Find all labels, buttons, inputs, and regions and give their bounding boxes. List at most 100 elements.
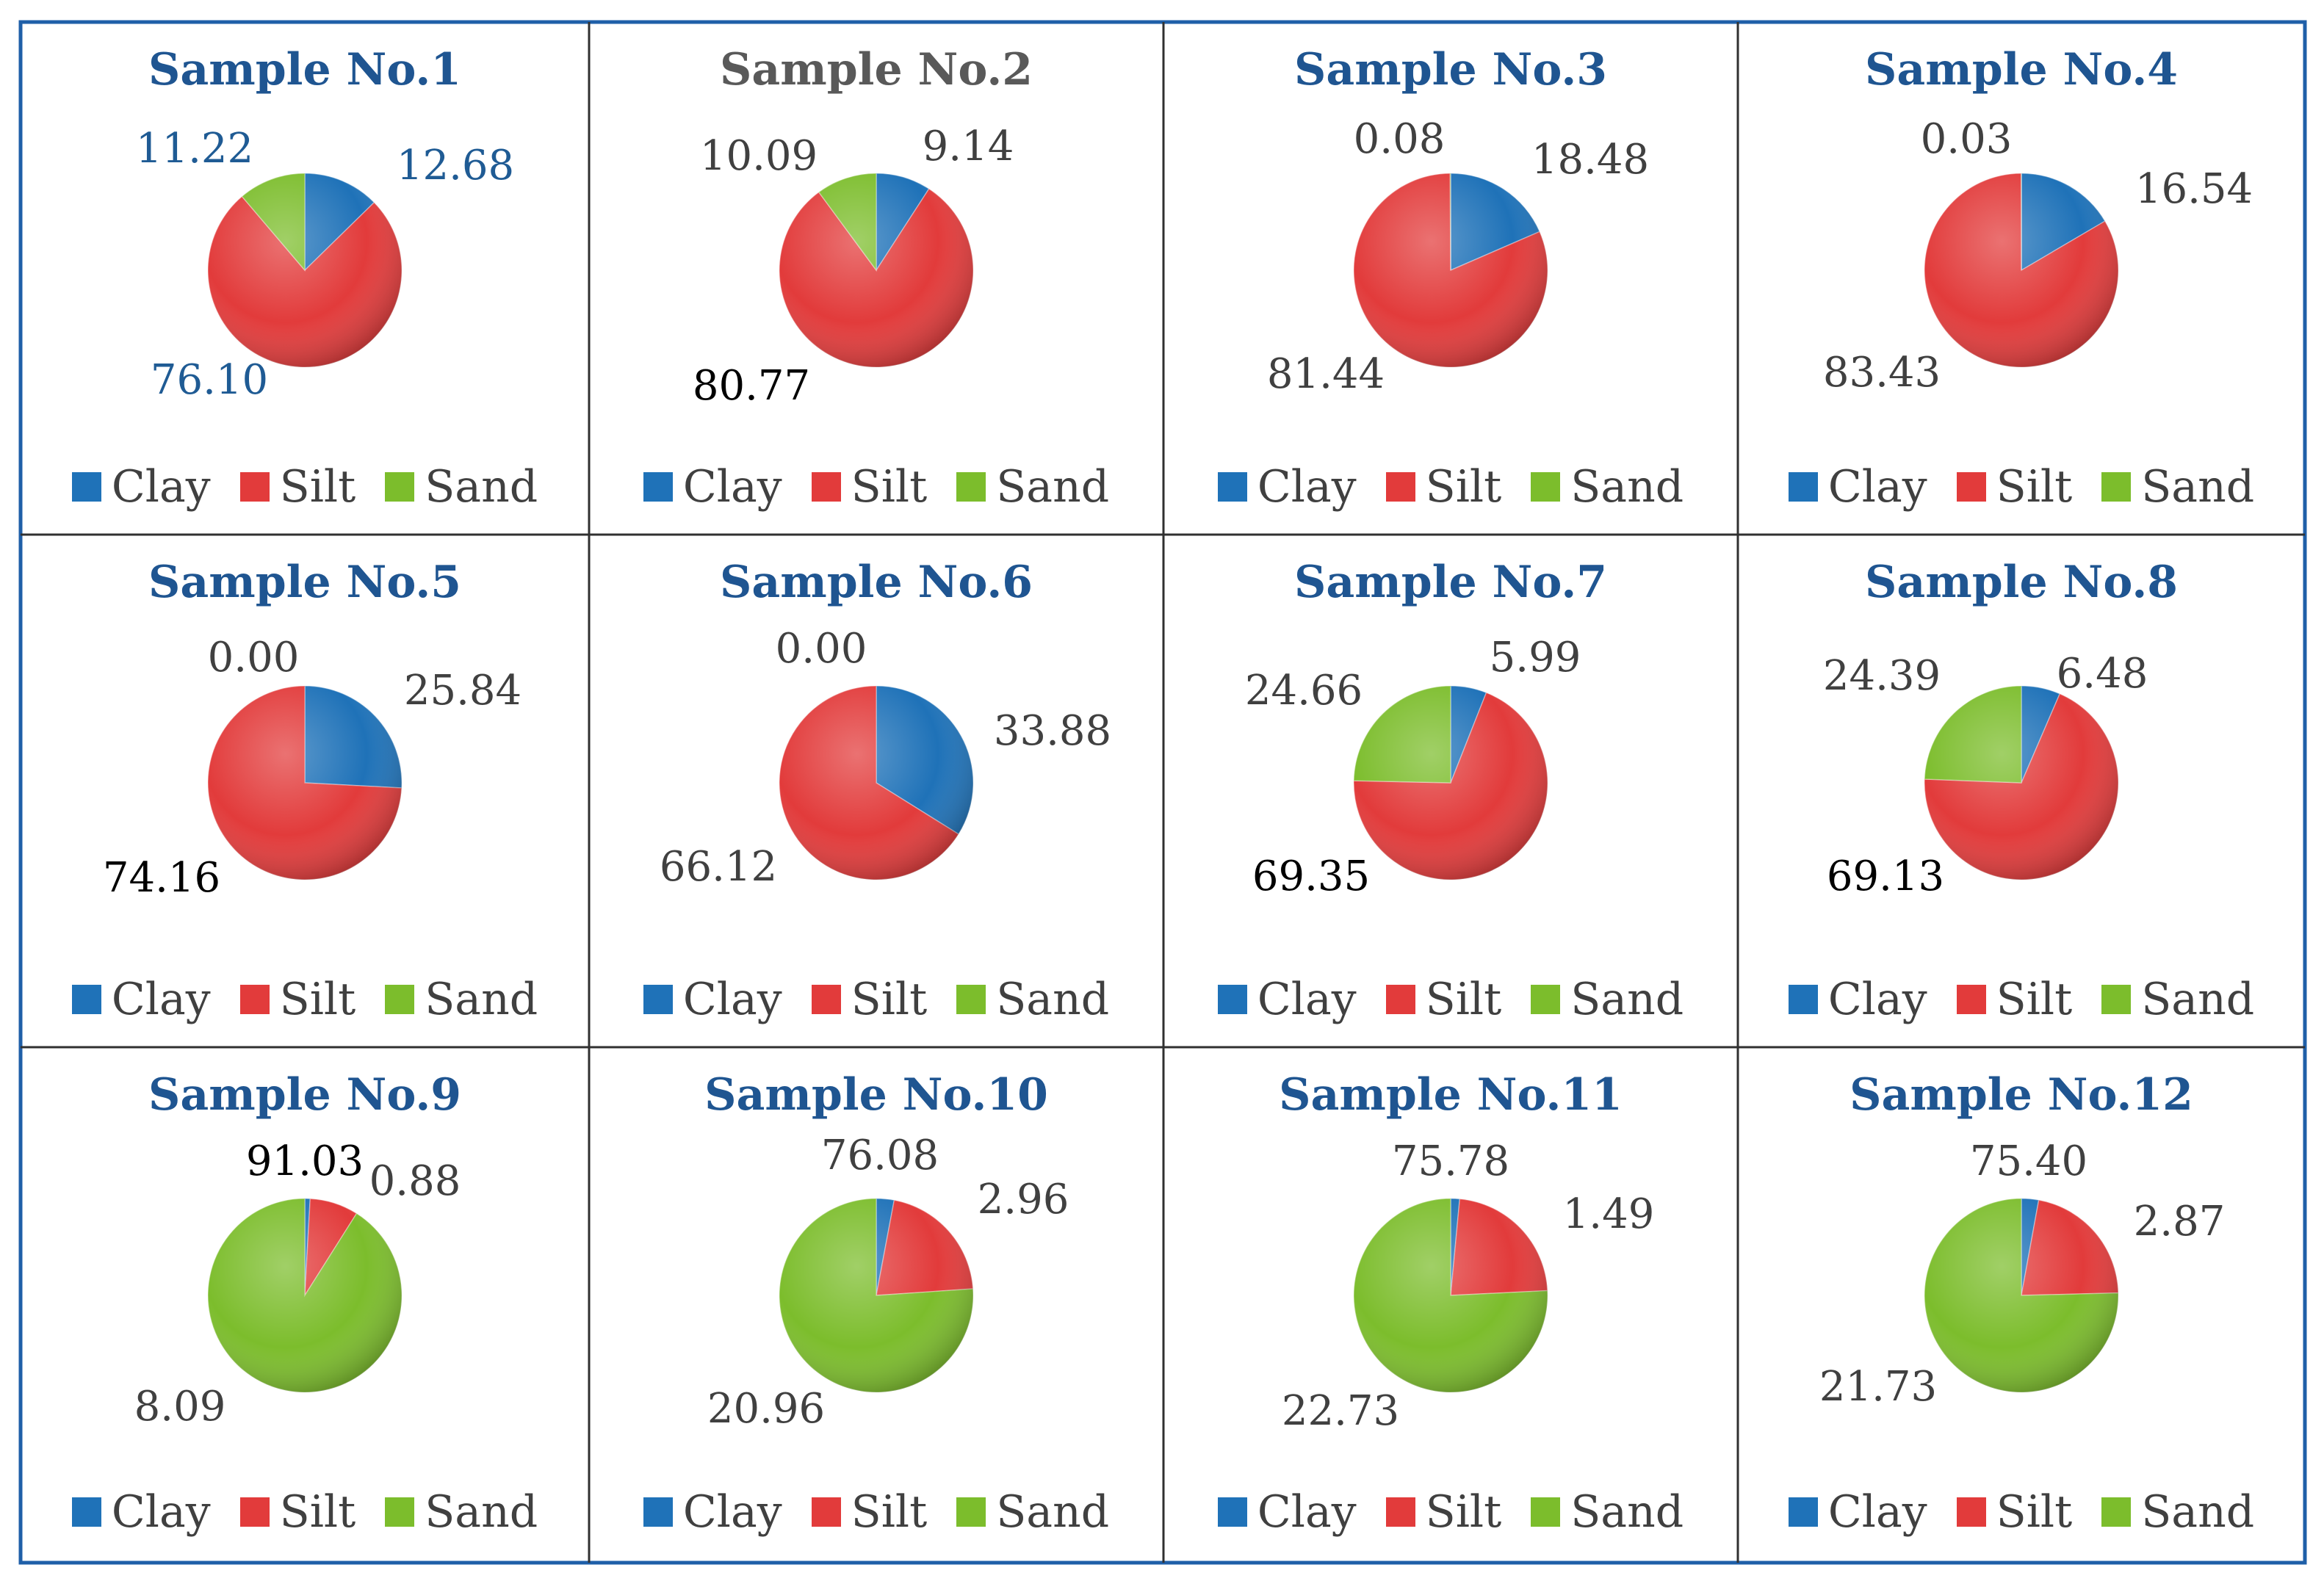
legend-label: Silt xyxy=(851,974,928,1025)
legend-label: Sand xyxy=(1570,461,1684,513)
data-label-sand: 11.22 xyxy=(135,125,254,173)
legend-swatch xyxy=(1956,1497,1986,1527)
legend-item-sand: Sand xyxy=(1531,461,1684,513)
legend-label: Silt xyxy=(279,974,356,1025)
chart-title: Sample No.7 xyxy=(1294,557,1607,608)
legend-item-silt: Silt xyxy=(1956,1486,2072,1538)
chart-legend: Clay Silt Sand xyxy=(21,1486,589,1538)
pie-shading xyxy=(1354,686,1548,880)
legend-label: Clay xyxy=(111,461,211,513)
data-label-clay: 33.88 xyxy=(993,707,1112,755)
chart-title: Sample No.9 xyxy=(148,1069,461,1121)
legend-swatch xyxy=(956,1497,986,1527)
legend-label: Silt xyxy=(851,1486,928,1538)
legend-item-clay: Clay xyxy=(1217,974,1357,1025)
legend-swatch xyxy=(1385,472,1415,502)
data-label-sand: 91.03 xyxy=(245,1138,364,1185)
legend-swatch xyxy=(71,1497,101,1527)
data-label-clay: 9.14 xyxy=(922,123,1014,170)
legend-item-sand: Sand xyxy=(385,974,538,1025)
legend-label: Silt xyxy=(279,1486,356,1538)
data-label-silt: 66.12 xyxy=(659,843,778,891)
legend-label: Silt xyxy=(1996,974,2073,1025)
pie-shading xyxy=(1924,1198,2118,1392)
legend-swatch xyxy=(2101,1497,2132,1527)
legend-label: Silt xyxy=(279,461,356,513)
data-label-clay: 0.88 xyxy=(369,1157,461,1205)
legend-label: Sand xyxy=(2141,461,2255,513)
legend-swatch xyxy=(1956,472,1986,502)
chart-legend: Clay Silt Sand xyxy=(1738,461,2305,513)
legend-label: Clay xyxy=(1257,461,1357,513)
legend-item-clay: Clay xyxy=(643,974,782,1025)
data-label-clay: 25.84 xyxy=(403,667,522,715)
chart-title: Sample No.1 xyxy=(148,44,461,95)
legend-swatch xyxy=(385,985,415,1014)
legend-item-clay: Clay xyxy=(71,974,211,1025)
data-label-sand: 0.00 xyxy=(207,634,300,681)
data-label-silt: 76.10 xyxy=(150,356,269,404)
pie-chart-cell: Sample No.1 12.68 76.10 11.22 Clay Silt Sand xyxy=(21,22,589,535)
pie-chart-cell: Sample No.2 9.14 80.77 10.09 Clay Silt Sand xyxy=(589,22,1163,535)
chart-legend: Clay Silt Sand xyxy=(589,1486,1163,1538)
chart-legend: Clay Silt Sand xyxy=(589,461,1163,513)
legend-swatch xyxy=(239,985,270,1014)
legend-label: Sand xyxy=(996,974,1110,1025)
legend-swatch xyxy=(643,472,673,502)
chart-legend: Clay Silt Sand xyxy=(1163,461,1738,513)
legend-item-silt: Silt xyxy=(1385,1486,1501,1538)
pie-chart xyxy=(1924,1198,2119,1393)
legend-swatch xyxy=(1788,1497,1818,1527)
pie-shading xyxy=(208,1198,402,1392)
data-label-sand: 75.78 xyxy=(1391,1138,1510,1185)
data-label-sand: 76.08 xyxy=(820,1132,939,1179)
chart-title: Sample No.8 xyxy=(1865,557,2178,608)
legend-swatch xyxy=(239,472,270,502)
legend-swatch xyxy=(956,472,986,502)
legend-item-silt: Silt xyxy=(239,974,356,1025)
legend-swatch xyxy=(956,985,986,1014)
pie-chart-cell: Sample No.5 25.84 74.16 0.00 Clay Silt Sand xyxy=(21,535,589,1047)
legend-swatch xyxy=(643,1497,673,1527)
pie-shading xyxy=(1354,1198,1548,1392)
data-label-silt: 21.73 xyxy=(1819,1363,1938,1411)
pie-chart xyxy=(1353,1198,1548,1393)
legend-item-clay: Clay xyxy=(1788,1486,1927,1538)
pie-chart xyxy=(1924,685,2119,880)
legend-item-clay: Clay xyxy=(643,461,782,513)
legend-label: Sand xyxy=(996,1486,1110,1538)
data-label-sand: 0.03 xyxy=(1920,115,2013,163)
data-label-sand: 24.66 xyxy=(1244,667,1363,715)
legend-label: Clay xyxy=(682,461,782,513)
legend-swatch xyxy=(1217,472,1247,502)
legend-label: Clay xyxy=(1827,461,1927,513)
chart-title: Sample No.10 xyxy=(704,1069,1048,1121)
legend-label: Sand xyxy=(2141,1486,2255,1538)
pie-shading xyxy=(779,173,973,367)
legend-item-clay: Clay xyxy=(1788,974,1927,1025)
legend-label: Sand xyxy=(2141,974,2255,1025)
pie-shading xyxy=(1354,173,1548,367)
legend-label: Clay xyxy=(111,1486,211,1538)
pie-shading xyxy=(208,173,402,367)
pie-chart-cell: Sample No.3 18.48 81.44 0.08 Clay Silt Sand xyxy=(1163,22,1738,535)
legend-swatch xyxy=(811,472,841,502)
chart-title: Sample No.12 xyxy=(1850,1069,2193,1121)
legend-label: Clay xyxy=(1257,974,1357,1025)
data-label-sand: 75.40 xyxy=(1969,1138,2088,1185)
pie-chart xyxy=(1353,173,1548,368)
legend-swatch xyxy=(385,1497,415,1527)
legend-item-sand: Sand xyxy=(956,1486,1109,1538)
legend-swatch xyxy=(1217,1497,1247,1527)
data-label-clay: 6.48 xyxy=(2056,650,2148,698)
legend-swatch xyxy=(71,472,101,502)
legend-item-clay: Clay xyxy=(1788,461,1927,513)
chart-legend: Clay Silt Sand xyxy=(1163,1486,1738,1538)
chart-title: Sample No.6 xyxy=(720,557,1033,608)
legend-label: Sand xyxy=(425,1486,538,1538)
pie-chart xyxy=(207,1198,403,1393)
legend-item-silt: Silt xyxy=(811,461,927,513)
chart-title: Sample No.2 xyxy=(720,44,1033,95)
